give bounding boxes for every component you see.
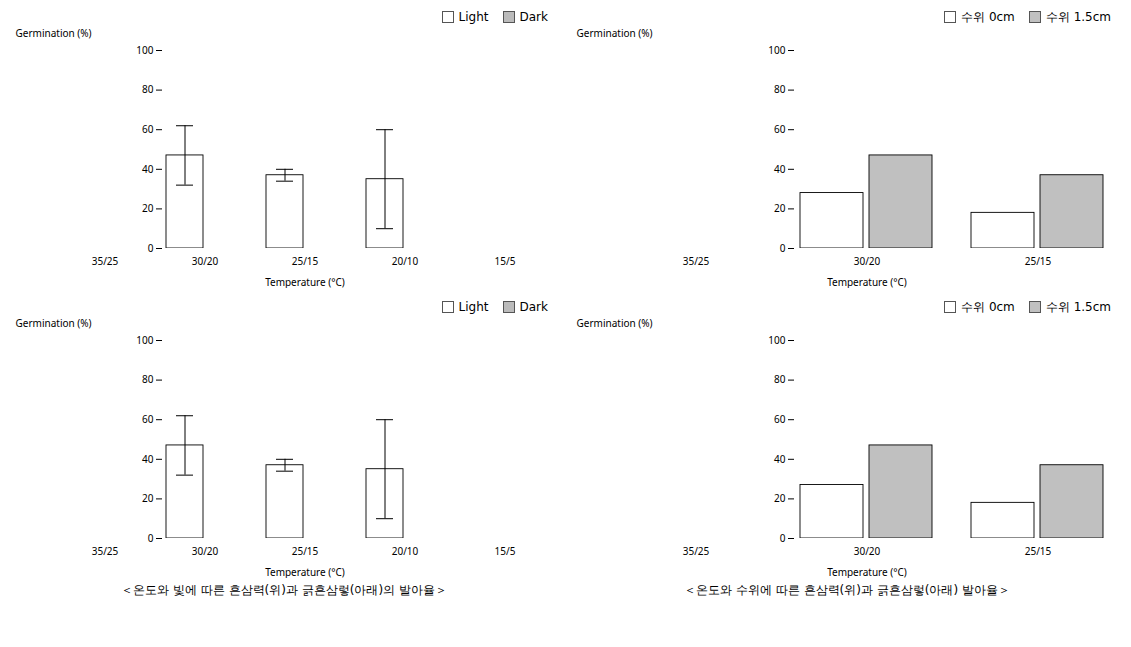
- svg-text:20: 20: [142, 491, 154, 505]
- html-text:Light: Light: [458, 10, 489, 24]
- svg-text:20/10: 20/10: [392, 544, 419, 558]
- svg-text:60: 60: [142, 412, 154, 426]
- svg-text:40: 40: [774, 452, 786, 466]
- svg-text:Germination (%): Germination (%): [16, 26, 92, 40]
- svg-text:0: 0: [148, 241, 154, 255]
- svg-text:25/15: 25/15: [292, 254, 319, 268]
- svg-text:80: 80: [142, 82, 154, 96]
- svg-text:35/25: 35/25: [92, 544, 119, 558]
- svg-text:35/25: 35/25: [92, 254, 119, 268]
- html-text:Dark: Dark: [519, 10, 548, 24]
- html-text:수위 0cm: 수위 0cm: [961, 299, 1015, 314]
- html-text:수위 0cm: 수위 0cm: [961, 9, 1015, 24]
- svg-text:15/5: 15/5: [495, 544, 516, 558]
- svg-text:35/25: 35/25: [683, 254, 710, 268]
- svg-text:0: 0: [780, 241, 786, 255]
- svg-text:40: 40: [774, 162, 786, 176]
- svg-text:25/15: 25/15: [1025, 254, 1052, 268]
- svg-text:20: 20: [774, 491, 786, 505]
- svg-text:20/10: 20/10: [392, 254, 419, 268]
- svg-text:80: 80: [142, 372, 154, 386]
- svg-text:60: 60: [142, 122, 154, 136]
- svg-text:Germination (%): Germination (%): [577, 316, 653, 330]
- svg-text:25/15: 25/15: [1025, 544, 1052, 558]
- svg-text:Temperature (°C): Temperature (°C): [827, 565, 907, 579]
- svg-text:Temperature (°C): Temperature (°C): [265, 565, 345, 579]
- html-text:Light: Light: [458, 300, 489, 314]
- svg-text:100: 100: [136, 333, 153, 347]
- svg-text:30/20: 30/20: [192, 544, 219, 558]
- html-text:수위 1.5cm: 수위 1.5cm: [1045, 299, 1111, 314]
- svg-text:40: 40: [142, 452, 154, 466]
- html-text:수위 1.5cm: 수위 1.5cm: [1045, 9, 1111, 24]
- svg-text:0: 0: [148, 531, 154, 545]
- svg-text:100: 100: [768, 43, 785, 57]
- svg-text:Germination (%): Germination (%): [577, 26, 653, 40]
- svg-text:80: 80: [774, 82, 786, 96]
- svg-text:0: 0: [780, 531, 786, 545]
- svg-text:80: 80: [774, 372, 786, 386]
- svg-text:15/5: 15/5: [495, 254, 516, 268]
- svg-text:60: 60: [774, 122, 786, 136]
- html-text:Dark: Dark: [519, 300, 548, 314]
- svg-text:60: 60: [774, 412, 786, 426]
- svg-text:35/25: 35/25: [683, 544, 710, 558]
- svg-text:40: 40: [142, 162, 154, 176]
- svg-text:Germination (%): Germination (%): [16, 316, 92, 330]
- html-text:＜온도와 수위에 따른 흔삼력(위)과 긁흔삼렇(아래) 발: ＜온도와 수위에 따른 흔삼력(위)과 긁흔삼렇(아래) 발아율＞: [684, 583, 1010, 597]
- html-text:＜온도와 빛에 따른 흔삼력(위)과 긁흔삼렇(아래)의 발: ＜온도와 빛에 따른 흔삼력(위)과 긁흔삼렇(아래)의 발아율＞: [121, 583, 447, 597]
- svg-text:20: 20: [774, 201, 786, 215]
- svg-text:100: 100: [768, 333, 785, 347]
- svg-text:30/20: 30/20: [854, 544, 881, 558]
- svg-text:20: 20: [142, 201, 154, 215]
- svg-text:30/20: 30/20: [854, 254, 881, 268]
- svg-text:Temperature (°C): Temperature (°C): [265, 275, 345, 289]
- svg-text:100: 100: [136, 43, 153, 57]
- svg-text:Temperature (°C): Temperature (°C): [827, 275, 907, 289]
- svg-text:30/20: 30/20: [192, 254, 219, 268]
- svg-text:25/15: 25/15: [292, 544, 319, 558]
